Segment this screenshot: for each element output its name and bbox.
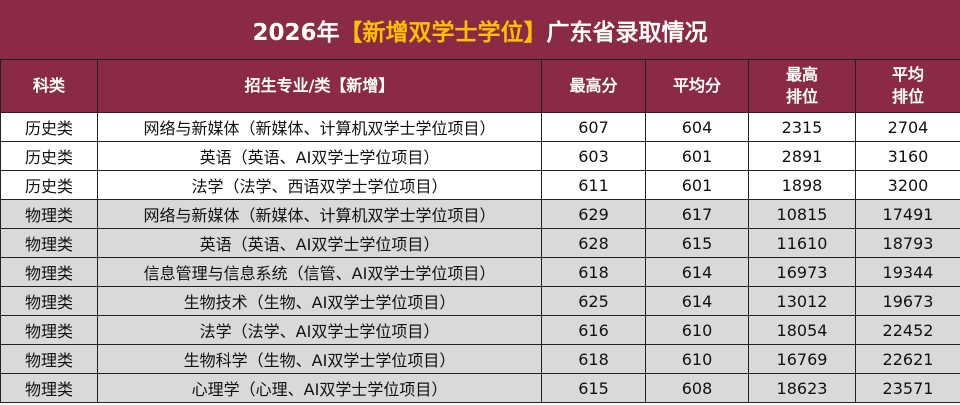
table-cell: 610: [645, 344, 749, 374]
table-cell: 603: [541, 141, 646, 171]
table-cell: 16769: [748, 344, 856, 374]
table-cell: 617: [645, 199, 749, 229]
table-row: 物理类 生物技术（生物、AI双学士学位项目） 625 614 13012 19673: [0, 286, 960, 316]
table-cell: 18623: [748, 373, 856, 403]
table-cell: 618: [541, 257, 646, 287]
table-cell: 604: [645, 112, 749, 142]
table-cell: 601: [645, 170, 749, 200]
table-row: 历史类 法学（法学、西语双学士学位项目） 611 601 1898 3200: [0, 170, 960, 200]
header-text: 最高分: [569, 76, 618, 95]
header-text: 科类: [32, 76, 65, 95]
table-cell: 英语（英语、AI双学士学位项目）: [97, 141, 542, 171]
table-cell: 19344: [855, 257, 960, 287]
table-row: 物理类 法学（法学、AI双学士学位项目） 616 610 18054 22452: [0, 315, 960, 345]
table-cell: 物理类: [0, 286, 98, 316]
table-cell: 3160: [855, 141, 960, 171]
table-cell: 22621: [855, 344, 960, 374]
table-cell: 628: [541, 228, 646, 258]
header-cell: 平均 排位: [855, 59, 960, 113]
table-cell: 615: [645, 228, 749, 258]
table-cell: 614: [645, 286, 749, 316]
table-cell: 物理类: [0, 199, 98, 229]
table-cell: 英语（英语、AI双学士学位项目）: [97, 228, 542, 258]
table-cell: 2891: [748, 141, 856, 171]
table-cell: 13012: [748, 286, 856, 316]
header-cell: 平均分: [645, 59, 749, 113]
title-text: 2026年: [252, 19, 340, 46]
header-text: 招生专业/类【新增】: [244, 76, 395, 95]
table-row: 历史类 网络与新媒体（新媒体、计算机双学士学位项目） 607 604 2315 2704: [0, 112, 960, 142]
title-bar: 2026年 【新增双学士学位】 广东省录取情况: [0, 0, 960, 59]
header-text: 平均: [891, 65, 924, 84]
table-row: 物理类 英语（英语、AI双学士学位项目） 628 615 11610 18793: [0, 228, 960, 258]
table-cell: 610: [645, 315, 749, 345]
table-cell: 生物科学（生物、AI双学士学位项目）: [97, 344, 542, 374]
table-cell: 网络与新媒体（新媒体、计算机双学士学位项目）: [97, 112, 542, 142]
table-cell: 物理类: [0, 257, 98, 287]
table-cell: 物理类: [0, 228, 98, 258]
table-cell: 网络与新媒体（新媒体、计算机双学士学位项目）: [97, 199, 542, 229]
header-row: 科类 招生专业/类【新增】 最高分 平均分 最高 排位 平均 排位: [0, 59, 960, 113]
table-cell: 18054: [748, 315, 856, 345]
table-cell: 心理学（心理、AI双学士学位项目）: [97, 373, 542, 403]
table-cell: 2704: [855, 112, 960, 142]
table-cell: 物理类: [0, 373, 98, 403]
table-cell: 17491: [855, 199, 960, 229]
table-cell: 历史类: [0, 141, 98, 171]
table-cell: 608: [645, 373, 749, 403]
table-row: 物理类 生物科学（生物、AI双学士学位项目） 618 610 16769 22621: [0, 344, 960, 374]
header-cell: 最高 排位: [748, 59, 856, 113]
table-cell: 618: [541, 344, 646, 374]
table-cell: 601: [645, 141, 749, 171]
table-cell: 信息管理与信息系统（信管、AI双学士学位项目）: [97, 257, 542, 287]
header-cell: 科类: [0, 59, 98, 113]
table-cell: 10815: [748, 199, 856, 229]
table-cell: 607: [541, 112, 646, 142]
header-text: 平均分: [672, 76, 721, 95]
table-cell: 629: [541, 199, 646, 229]
header-text: 排位: [785, 87, 818, 106]
table-cell: 22452: [855, 315, 960, 345]
header-text: 最高: [785, 65, 818, 84]
title-text: 广东省录取情况: [546, 19, 708, 46]
title-highlight: 【新增双学士学位】: [339, 19, 547, 46]
table-cell: 616: [541, 315, 646, 345]
table-cell: 法学（法学、AI双学士学位项目）: [97, 315, 542, 345]
table-cell: 法学（法学、西语双学士学位项目）: [97, 170, 542, 200]
table-cell: 18793: [855, 228, 960, 258]
table-row: 物理类 心理学（心理、AI双学士学位项目） 615 608 18623 23571: [0, 373, 960, 403]
table-cell: 614: [645, 257, 749, 287]
header-cell: 招生专业/类【新增】: [97, 59, 542, 113]
table-cell: 11610: [748, 228, 856, 258]
table-row: 物理类 网络与新媒体（新媒体、计算机双学士学位项目） 629 617 10815 1749…: [0, 199, 960, 229]
table-cell: 3200: [855, 170, 960, 200]
table-row: 历史类 英语（英语、AI双学士学位项目） 603 601 2891 3160: [0, 141, 960, 171]
table-cell: 615: [541, 373, 646, 403]
table-row: 物理类 信息管理与信息系统（信管、AI双学士学位项目） 618 614 16973 193…: [0, 257, 960, 287]
header-text: 排位: [891, 87, 924, 106]
table-cell: 625: [541, 286, 646, 316]
table-cell: 1898: [748, 170, 856, 200]
admission-table: 科类 招生专业/类【新增】 最高分 平均分 最高 排位 平均 排位 历史类 网络与新媒体（新媒体…: [0, 59, 960, 403]
table-cell: 历史类: [0, 170, 98, 200]
table-cell: 物理类: [0, 315, 98, 345]
table-cell: 生物技术（生物、AI双学士学位项目）: [97, 286, 542, 316]
table-cell: 16973: [748, 257, 856, 287]
table-cell: 历史类: [0, 112, 98, 142]
table-cell: 物理类: [0, 344, 98, 374]
table-cell: 23571: [855, 373, 960, 403]
table-cell: 611: [541, 170, 646, 200]
header-cell: 最高分: [541, 59, 646, 113]
table-cell: 19673: [855, 286, 960, 316]
table-cell: 2315: [748, 112, 856, 142]
